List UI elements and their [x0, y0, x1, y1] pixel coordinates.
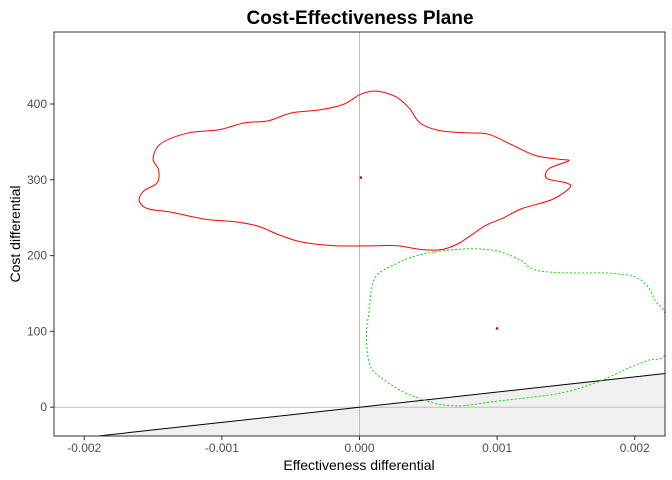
y-axis-title: Cost differential — [7, 185, 23, 282]
wtp-line — [93, 373, 665, 436]
x-tick-label: -0.002 — [67, 441, 101, 455]
x-axis-title: Effectiveness differential — [283, 457, 434, 473]
x-tick-label: 0.000 — [344, 441, 374, 455]
chart-title: Cost-Effectiveness Plane — [246, 8, 473, 29]
y-axis: 0 100 200 300 400 — [27, 97, 54, 414]
green-contour — [365, 248, 665, 407]
x-tick-label: 0.002 — [620, 441, 650, 455]
y-tick-label: 400 — [27, 97, 47, 111]
y-tick-label: 100 — [27, 324, 47, 338]
y-tick-label: 300 — [27, 173, 47, 187]
y-tick-label: 0 — [40, 400, 47, 414]
x-axis: -0.002 -0.001 0.000 0.001 0.002 — [67, 436, 650, 455]
red-mean-point — [359, 176, 363, 179]
plot-panel — [54, 32, 665, 436]
red-contour — [138, 90, 572, 251]
green-mean-point — [495, 327, 499, 330]
x-tick-label: 0.001 — [482, 441, 512, 455]
y-tick-label: 200 — [27, 249, 47, 263]
x-tick-label: -0.001 — [205, 441, 239, 455]
